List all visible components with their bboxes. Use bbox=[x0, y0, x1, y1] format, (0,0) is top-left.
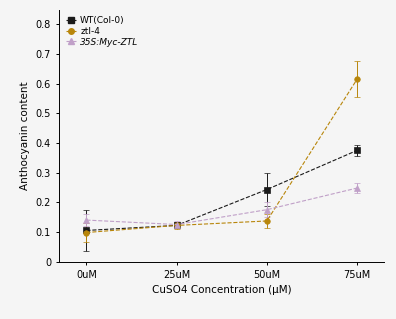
Legend: WT(Col-0), ztl-4, 35S:Myc-ZTL: WT(Col-0), ztl-4, 35S:Myc-ZTL bbox=[64, 14, 140, 48]
X-axis label: CuSO4 Concentration (μM): CuSO4 Concentration (μM) bbox=[152, 286, 291, 295]
Y-axis label: Anthocyanin content: Anthocyanin content bbox=[20, 81, 30, 190]
